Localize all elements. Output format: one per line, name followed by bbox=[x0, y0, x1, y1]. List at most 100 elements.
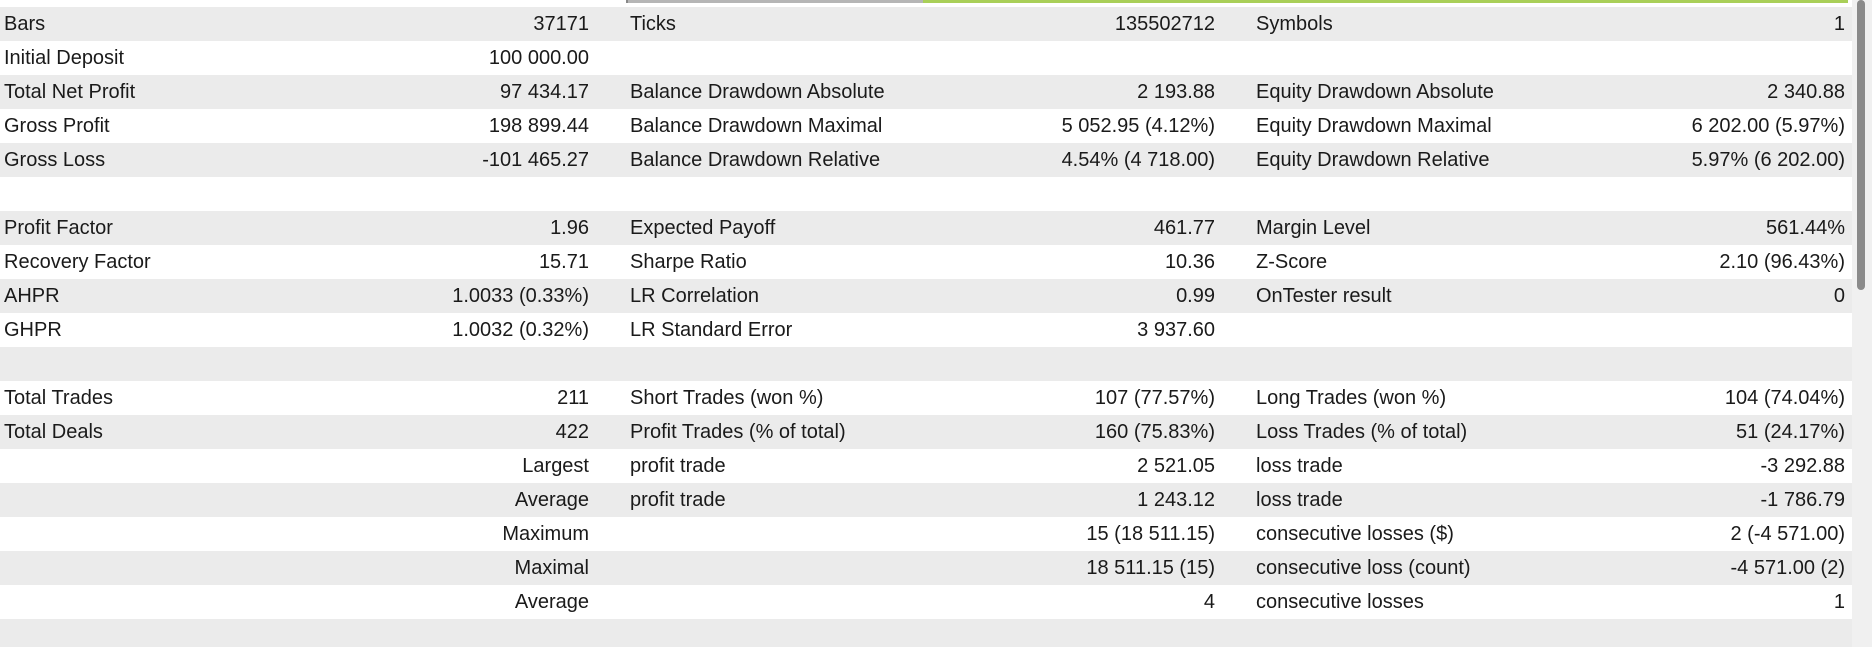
stat-label bbox=[630, 517, 1030, 551]
stat-label bbox=[630, 177, 1030, 211]
stat-value: 37171 bbox=[533, 13, 589, 35]
stat-label bbox=[630, 585, 1030, 619]
report-row: GHPR 1.0032 (0.32%) LR Standard Error 3 937… bbox=[0, 313, 1852, 347]
stat-label: Total Trades bbox=[4, 387, 113, 409]
stat-label: Balance Drawdown Maximal bbox=[630, 115, 883, 137]
stat-value bbox=[1550, 41, 1845, 75]
stat-value: 2.10 (96.43%) bbox=[1719, 251, 1845, 273]
vertical-scrollbar[interactable] bbox=[1852, 0, 1872, 647]
stat-label: consecutive loss (count) bbox=[1256, 557, 1471, 579]
stat-label: consecutive losses bbox=[1256, 591, 1424, 613]
stat-label: Bars bbox=[4, 13, 46, 35]
stat-label: Short Trades (won %) bbox=[630, 387, 824, 409]
stat-label: Ticks bbox=[630, 13, 676, 35]
stat-value bbox=[1550, 313, 1845, 347]
stat-label: LR Correlation bbox=[630, 285, 759, 307]
stat-label: loss trade bbox=[1256, 489, 1343, 511]
stat-value: 18 511.15 (15) bbox=[1086, 557, 1215, 579]
report-row: Total Deals 422 Profit Trades (% of total)… bbox=[0, 415, 1852, 449]
stat-label: Total Deals bbox=[4, 421, 103, 443]
stat-value: 2 340.88 bbox=[1767, 81, 1845, 103]
stat-label bbox=[630, 551, 1030, 585]
stat-value: 198 899.44 bbox=[488, 115, 589, 137]
scrollbar-thumb[interactable] bbox=[1857, 0, 1865, 290]
stat-label bbox=[4, 347, 434, 381]
stat-value: 2 521.05 bbox=[1137, 455, 1215, 477]
stat-label: Profit Factor bbox=[4, 217, 113, 239]
stat-label: Sharpe Ratio bbox=[630, 251, 747, 273]
report-row: Bars 37171 Ticks 135502712 Symbols 1 bbox=[0, 7, 1852, 41]
stat-value: 10.36 bbox=[1164, 251, 1215, 273]
stat-value: Average bbox=[514, 591, 589, 613]
stat-label: consecutive losses ($) bbox=[1256, 523, 1454, 545]
stat-label: Equity Drawdown Absolute bbox=[1256, 81, 1494, 103]
report-row: Profit Factor 1.96 Expected Payoff 461.77 Ma… bbox=[0, 211, 1852, 245]
stat-label: Z-Score bbox=[1256, 251, 1328, 273]
stat-value: -4 571.00 (2) bbox=[1730, 557, 1845, 579]
stat-value bbox=[430, 347, 589, 381]
progress-bar-grey-segment bbox=[628, 0, 923, 3]
stat-label: Long Trades (won %) bbox=[1256, 387, 1447, 409]
stat-value: 2 193.88 bbox=[1137, 81, 1215, 103]
stat-label bbox=[4, 585, 434, 619]
stat-label: GHPR bbox=[4, 319, 62, 341]
stat-label: Balance Drawdown Relative bbox=[630, 149, 881, 171]
stat-value: 100 000.00 bbox=[488, 47, 589, 69]
stat-value: Maximal bbox=[514, 557, 589, 579]
stat-label bbox=[4, 449, 434, 483]
stat-value: 104 (74.04%) bbox=[1724, 387, 1845, 409]
report-row: Recovery Factor 15.71 Sharpe Ratio 10.36 Z-S… bbox=[0, 245, 1852, 279]
stat-label: Margin Level bbox=[1256, 217, 1371, 239]
stat-label: Gross Profit bbox=[4, 115, 110, 137]
stat-label: Profit Trades (% of total) bbox=[630, 421, 846, 443]
stat-value bbox=[430, 619, 589, 647]
stat-value: 135502712 bbox=[1114, 13, 1215, 35]
stat-label: Symbols bbox=[1256, 13, 1333, 35]
stat-value: 5.97% (6 202.00) bbox=[1691, 149, 1845, 171]
stat-value: 15 (18 511.15) bbox=[1086, 523, 1215, 545]
stat-value: 1 243.12 bbox=[1137, 489, 1215, 511]
stat-value: 561.44% bbox=[1766, 217, 1845, 239]
stat-label: Balance Drawdown Absolute bbox=[630, 81, 885, 103]
stat-value: 97 434.17 bbox=[500, 81, 589, 103]
report-row: Gross Profit 198 899.44 Balance Drawdown M… bbox=[0, 109, 1852, 143]
report-table: Bars 37171 Ticks 135502712 Symbols 1 Initial D… bbox=[0, 7, 1852, 647]
stat-value: 4.54% (4 718.00) bbox=[1061, 149, 1215, 171]
stat-label bbox=[4, 619, 434, 647]
stat-label: OnTester result bbox=[1256, 285, 1392, 307]
stat-value: 1.96 bbox=[550, 217, 589, 239]
stat-value: 0.99 bbox=[1176, 285, 1215, 307]
stat-value: Maximum bbox=[502, 523, 589, 545]
stat-value: 1 bbox=[1833, 591, 1845, 613]
stat-value: -1 786.79 bbox=[1760, 489, 1845, 511]
stat-label: Loss Trades (% of total) bbox=[1256, 421, 1468, 443]
stat-label: profit trade bbox=[630, 489, 726, 511]
stat-value: 4 bbox=[1203, 591, 1215, 613]
stat-value: 1 bbox=[1833, 13, 1845, 35]
report-row: Total Net Profit 97 434.17 Balance Drawdow… bbox=[0, 75, 1852, 109]
stat-label: profit trade bbox=[630, 455, 726, 477]
stat-value bbox=[1550, 347, 1845, 381]
report-row: Largest profit trade 2 521.05 loss trade -3 … bbox=[0, 449, 1852, 483]
stat-value: 51 (24.17%) bbox=[1736, 421, 1845, 443]
report-row: AHPR 1.0033 (0.33%) LR Correlation 0.99 OnTe… bbox=[0, 279, 1852, 313]
stat-label bbox=[4, 483, 434, 517]
report-row: Total Trades 211 Short Trades (won %) 107 (… bbox=[0, 381, 1852, 415]
stat-label bbox=[630, 619, 1030, 647]
stat-label: Equity Drawdown Maximal bbox=[1256, 115, 1492, 137]
stat-value: 211 bbox=[557, 387, 589, 409]
stat-value: Largest bbox=[522, 455, 589, 477]
stat-label bbox=[630, 41, 1030, 75]
stat-value: 0 bbox=[1833, 285, 1845, 307]
stat-label: AHPR bbox=[4, 285, 60, 307]
stat-value bbox=[430, 177, 589, 211]
stat-value: 107 (77.57%) bbox=[1094, 387, 1215, 409]
progress-bar bbox=[626, 0, 1848, 3]
stat-value bbox=[1010, 619, 1215, 647]
report-row: Gross Loss -101 465.27 Balance Drawdown Re… bbox=[0, 143, 1852, 177]
stat-value: 461.77 bbox=[1153, 217, 1215, 239]
report-row bbox=[0, 177, 1852, 211]
report-row bbox=[0, 347, 1852, 381]
stat-label: Gross Loss bbox=[4, 149, 106, 171]
